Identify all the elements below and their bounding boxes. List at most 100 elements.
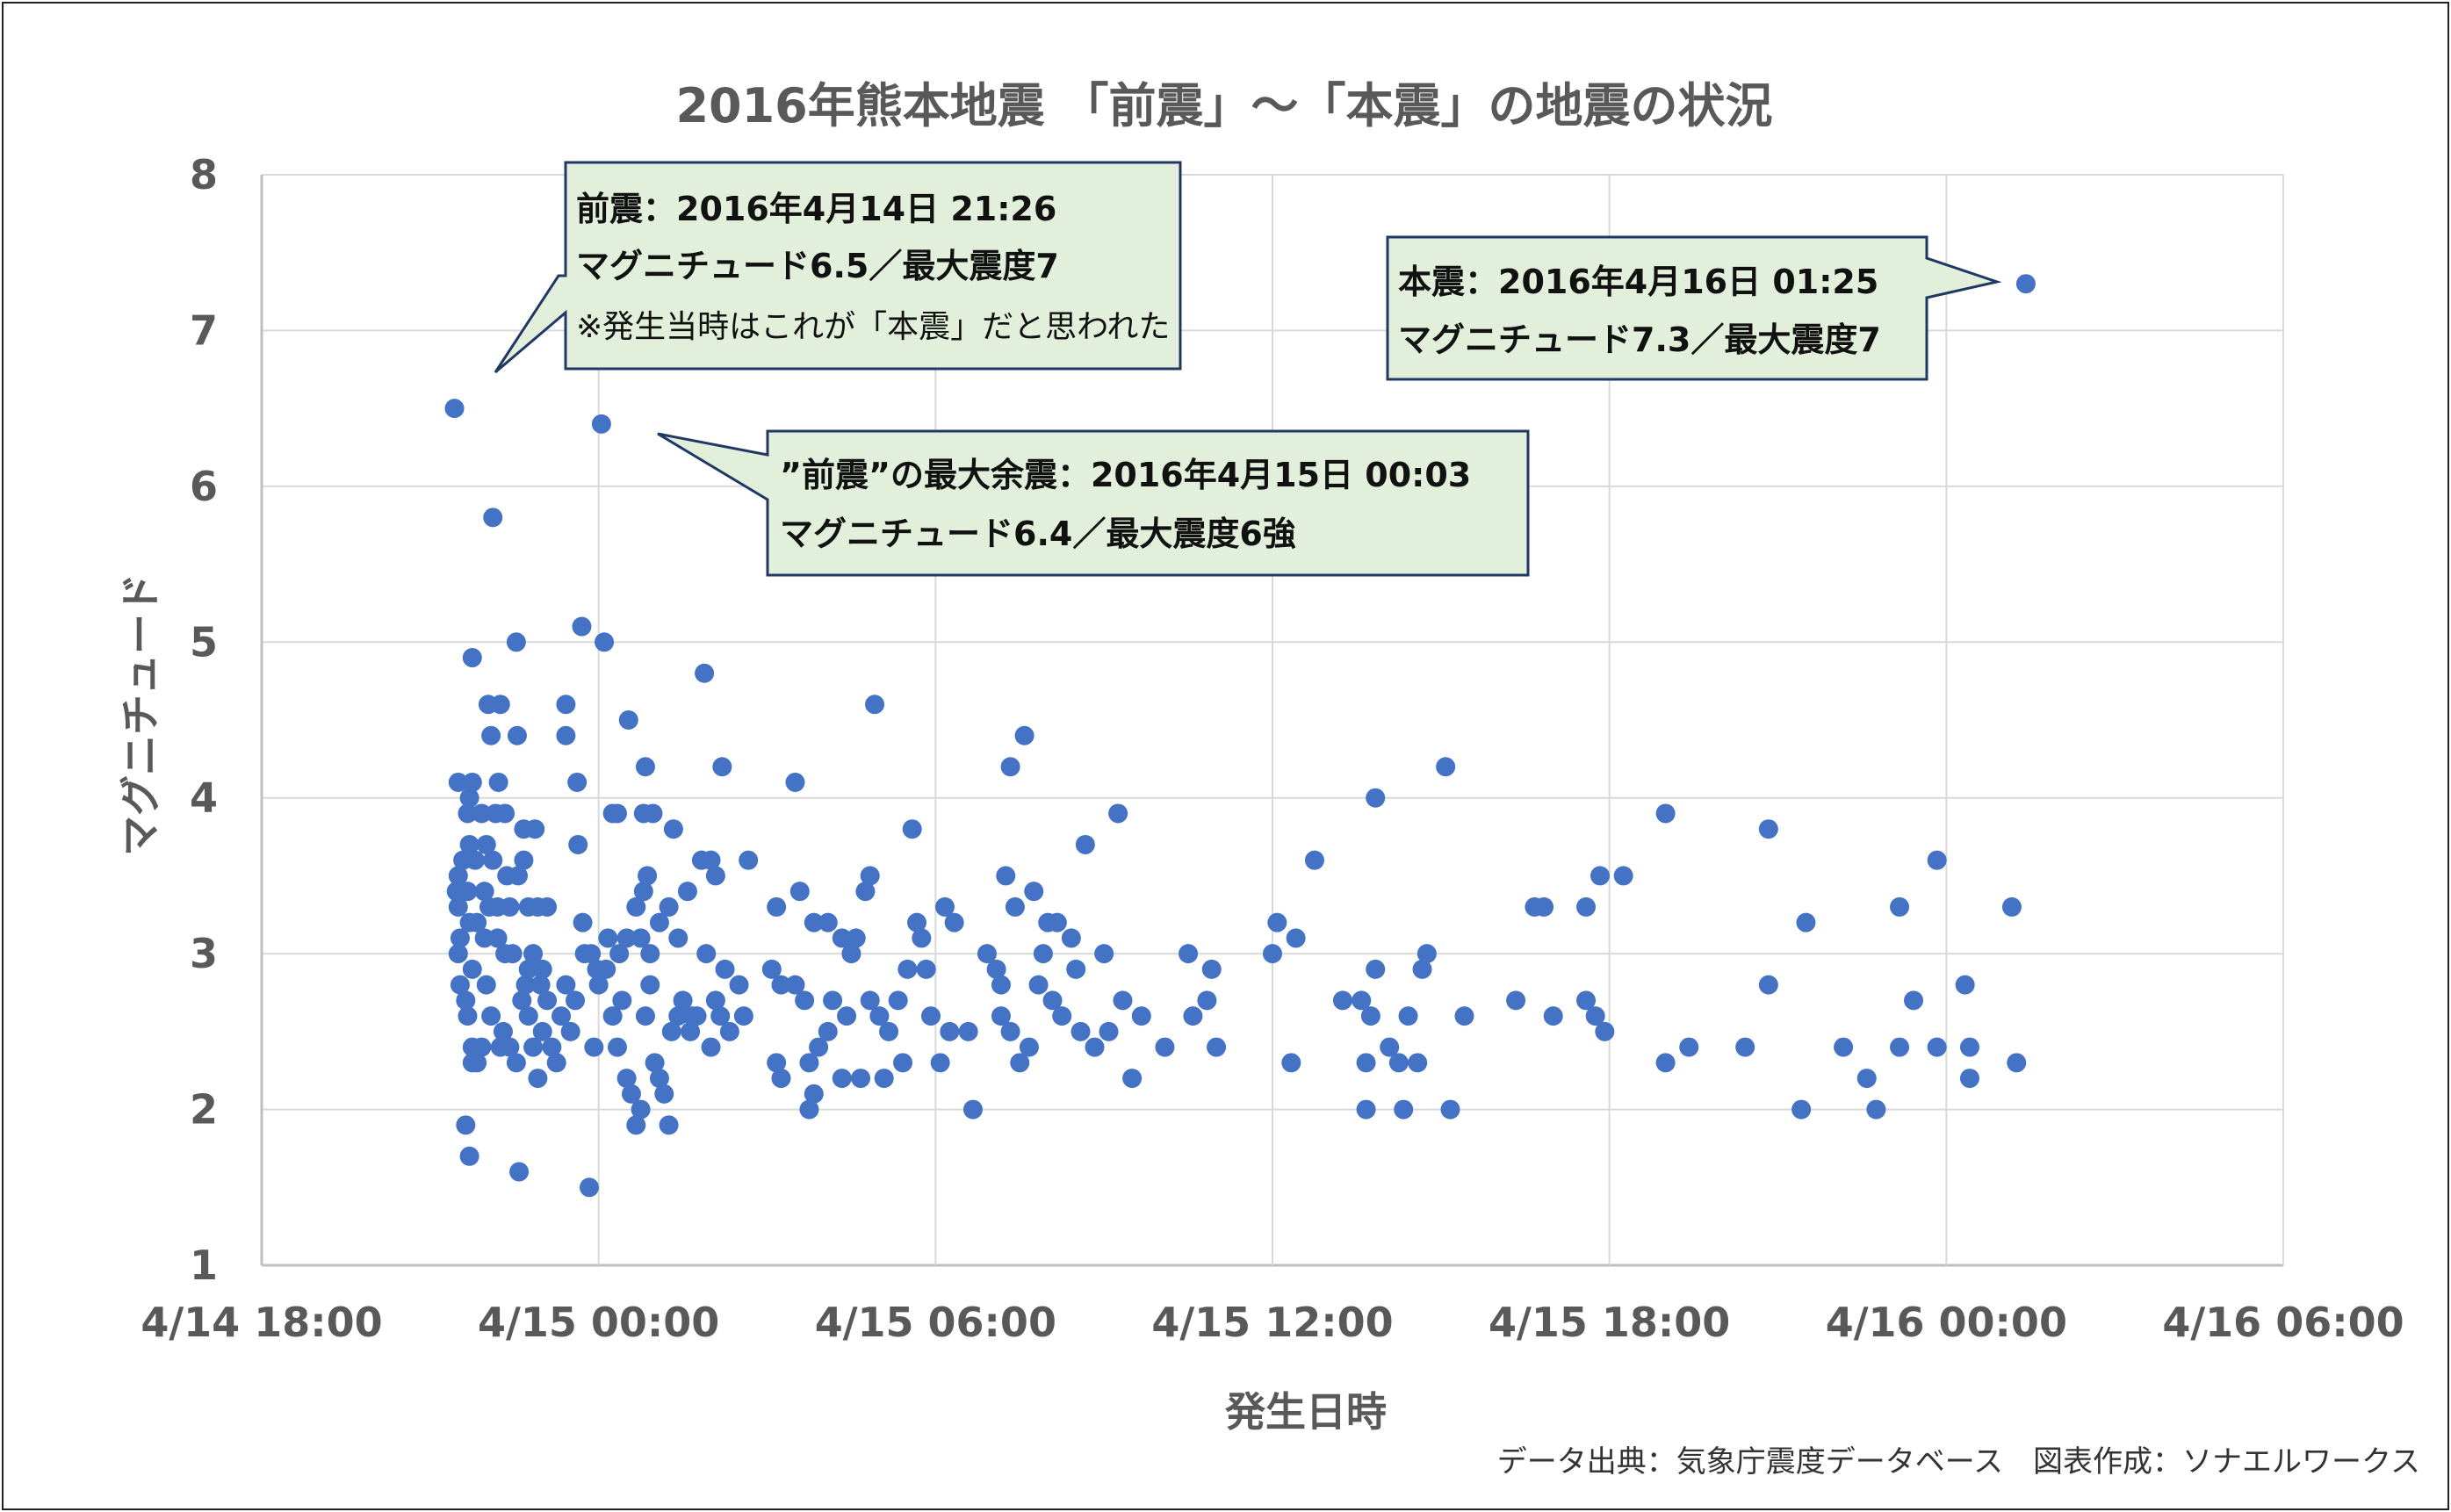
data-point: [616, 1069, 637, 1089]
data-point: [912, 928, 932, 948]
data-point: [458, 803, 478, 824]
data-point: [556, 975, 576, 995]
x-tick-label: 4/15 00:00: [478, 1299, 719, 1346]
data-point: [458, 1006, 478, 1026]
callout-mainshock-line2: マグニチュード7.3／最大震度7: [1398, 320, 1881, 359]
data-point: [1655, 1053, 1676, 1073]
y-tick-label: 5: [190, 618, 218, 666]
data-point: [823, 990, 843, 1011]
data-point: [448, 896, 468, 917]
data-point: [448, 772, 468, 792]
data-point: [771, 1069, 791, 1089]
data-point: [767, 896, 787, 917]
data-point: [618, 710, 638, 730]
data-point: [986, 959, 1006, 979]
data-point: [1155, 1037, 1175, 1057]
data-point: [2015, 274, 2036, 294]
data-point: [1436, 757, 1456, 777]
data-point: [668, 928, 688, 948]
data-point: [514, 850, 534, 870]
data-point: [462, 648, 482, 668]
data-point: [512, 990, 532, 1011]
data-point: [616, 928, 637, 948]
data-point: [584, 1037, 604, 1057]
data-point: [1000, 757, 1020, 777]
data-point: [568, 834, 588, 854]
data-point: [832, 928, 852, 948]
callout-mainshock: 本震：2016年4月16日 01:25 マグニチュード7.3／最大震度7: [1386, 235, 2002, 381]
data-point: [761, 959, 782, 979]
data-point: [1207, 1037, 1227, 1057]
data-point: [612, 990, 632, 1011]
data-point: [687, 1006, 707, 1026]
data-point: [490, 1037, 510, 1057]
data-point: [818, 912, 838, 932]
data-point: [1061, 928, 1081, 948]
data-point: [681, 1021, 701, 1041]
data-point: [977, 944, 997, 964]
data-point: [1890, 896, 1910, 917]
data-point: [450, 975, 470, 995]
data-point: [1113, 990, 1133, 1011]
data-point: [1332, 990, 1352, 1011]
data-point: [860, 990, 880, 1011]
x-tick-labels: 4/14 18:00 4/15 00:00 4/15 06:00 4/15 12:00…: [141, 1299, 2404, 1346]
data-point: [1099, 1021, 1119, 1041]
data-point: [633, 882, 653, 902]
callout-foreshock-line3: ※発生当時はこれが「本震」だと思われた: [576, 309, 1170, 345]
data-point: [643, 803, 663, 824]
data-point: [598, 928, 618, 948]
data-point: [1927, 1037, 1947, 1057]
data-point: [916, 959, 936, 979]
data-point: [626, 1115, 646, 1135]
data-point: [631, 1099, 651, 1120]
data-point: [846, 928, 866, 948]
data-point: [1360, 1006, 1380, 1026]
data-point: [1010, 1053, 1030, 1073]
data-point: [712, 757, 732, 777]
data-point: [879, 1021, 899, 1041]
data-point: [1000, 1021, 1020, 1041]
data-point: [739, 850, 759, 870]
data-point: [1955, 975, 1975, 995]
data-point: [459, 1146, 479, 1166]
data-point: [1047, 912, 1067, 932]
data-point: [596, 959, 616, 979]
y-tick-label: 1: [190, 1242, 218, 1289]
data-point: [1791, 1099, 1812, 1120]
data-point: [1585, 1006, 1605, 1026]
callout-aftershock: ”前震”の最大余震：2016年4月15日 00:03 マグニチュード6.4／最大…: [657, 429, 1530, 577]
data-point: [1075, 834, 1095, 854]
data-point: [1890, 1037, 1910, 1057]
data-point: [893, 1053, 913, 1073]
data-point: [659, 896, 679, 917]
data-point: [518, 1006, 538, 1026]
data-point: [487, 928, 508, 948]
y-axis-label: マグニチュード: [117, 573, 164, 856]
x-tick-label: 4/16 06:00: [2162, 1299, 2404, 1346]
data-point: [710, 1006, 731, 1026]
data-point: [1904, 990, 1924, 1011]
data-point: [472, 803, 492, 824]
data-point: [1834, 1037, 1854, 1057]
data-point: [818, 1021, 838, 1041]
data-point: [1412, 959, 1432, 979]
data-point: [635, 1006, 655, 1026]
data-point: [1679, 1037, 1699, 1057]
data-point: [695, 663, 715, 683]
data-point: [1927, 850, 1947, 870]
x-axis-label: 発生日時: [1225, 1388, 1387, 1436]
data-point: [507, 725, 527, 745]
data-point: [1440, 1099, 1460, 1120]
data-point: [1071, 1021, 1091, 1041]
data-point: [1197, 990, 1217, 1011]
data-point: [799, 1099, 819, 1120]
data-point: [1506, 990, 1526, 1011]
callout-mainshock-line1: 本震：2016年4月16日 01:25: [1398, 263, 1878, 301]
data-point: [1398, 1006, 1418, 1026]
data-point: [767, 1053, 787, 1073]
data-point: [476, 834, 496, 854]
data-point: [804, 912, 824, 932]
data-point: [621, 1084, 641, 1104]
data-point: [546, 1053, 566, 1073]
